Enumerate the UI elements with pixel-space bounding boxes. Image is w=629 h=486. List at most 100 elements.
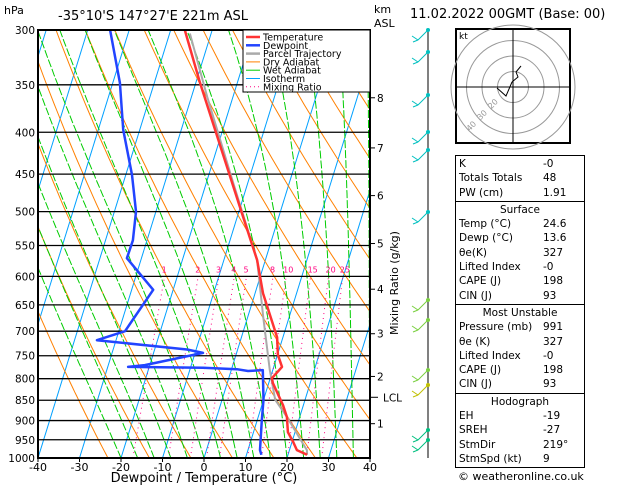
row-label: StmDir xyxy=(459,438,496,451)
table-row: Dewp (°C) 13.6 xyxy=(459,231,581,245)
mixing-ratio-line xyxy=(321,276,344,458)
pressure-tick-label: 350 xyxy=(15,80,35,92)
x-tick-label: -30 xyxy=(71,461,89,474)
x-tick-label: 10 xyxy=(239,461,253,474)
hodograph-trace xyxy=(496,65,522,97)
row-label: Dewp (°C) xyxy=(459,232,513,245)
wind-barb-icon xyxy=(411,149,429,163)
pressure-tick-label: 800 xyxy=(15,374,35,386)
row-value: 198 xyxy=(543,275,564,288)
isotherm-line xyxy=(286,188,370,458)
table-row: StmSpd (kt) 9 xyxy=(459,452,581,466)
legend-label: Parcel Trajectory xyxy=(263,49,342,60)
pressure-tick-label: 900 xyxy=(15,416,35,428)
mixing-ratio-label: 8 xyxy=(270,265,275,274)
row-label: K xyxy=(459,158,466,170)
pressure-tick-label: 550 xyxy=(15,240,35,252)
km-tick-label: 8 xyxy=(377,93,384,105)
km-tick-label: 6 xyxy=(377,191,384,203)
pressure-tick-label: 600 xyxy=(15,271,35,283)
legend-label: Temperature xyxy=(262,33,323,44)
dewpoint-line xyxy=(95,30,265,456)
row-value: -19 xyxy=(543,410,561,423)
legend-label: Wet Adiabat xyxy=(263,66,321,77)
table-row: CAPE (J) 198 xyxy=(459,274,581,288)
x-tick-label: -20 xyxy=(112,461,130,474)
row-value: 93 xyxy=(543,378,557,391)
mixing-ratio-label: 10 xyxy=(283,265,293,274)
dry-adiabat-line xyxy=(202,30,370,313)
row-label: Lifted Index xyxy=(459,261,521,274)
mixing-ratio-label: 4 xyxy=(231,265,236,274)
mixing-ratio-label: 2 xyxy=(195,265,200,274)
km-tick-label: 2 xyxy=(377,371,384,383)
row-label: StmSpd (kt) xyxy=(459,452,522,465)
pressure-tick-label: 700 xyxy=(15,326,35,338)
pressure-tick-label: 650 xyxy=(15,300,35,312)
table-row: Temp (°C) 24.6 xyxy=(459,217,581,231)
wind-barb-icon xyxy=(411,94,429,108)
row-label: Temp (°C) xyxy=(459,218,512,231)
row-label: EH xyxy=(459,410,474,423)
row-label: CIN (J) xyxy=(459,378,492,391)
row-value: 327 xyxy=(543,335,564,348)
hodograph-section: Hodograph EH -19 SREH -27 StmDir 219° StmSpd (k… xyxy=(455,393,585,469)
pressure-tick-label: 500 xyxy=(15,207,35,219)
row-value: 219° xyxy=(543,438,569,451)
mixing-ratio-label: 1 xyxy=(162,265,167,274)
row-label: Lifted Index xyxy=(459,349,521,362)
wind-barb-icon xyxy=(411,384,429,398)
wet-adiabat-line xyxy=(84,30,238,458)
wind-barb-icon xyxy=(411,439,429,453)
table-row: Lifted Index -0 xyxy=(459,260,581,274)
wind-barbs xyxy=(411,28,430,458)
copyright: © weatheronline.co.uk xyxy=(458,470,584,483)
row-value: 1.91 xyxy=(543,186,567,199)
most-unstable-section: Most Unstable Pressure (mb) 991 θe (K) 327 Li… xyxy=(455,304,585,394)
pressure-tick-label: 300 xyxy=(15,25,35,37)
indices-table: K -0 Totals Totals 48 PW (cm) 1.91 Surface Tem… xyxy=(455,155,585,469)
table-row: K -0 xyxy=(459,157,581,171)
row-label: SREH xyxy=(459,424,488,437)
row-label: PW (cm) xyxy=(459,186,504,199)
km-tick-label: 5 xyxy=(377,239,384,251)
table-row: Totals Totals 48 xyxy=(459,171,581,185)
row-value: -0 xyxy=(543,158,554,170)
row-value: 13.6 xyxy=(543,232,567,245)
surface-section: Surface Temp (°C) 24.6 Dewp (°C) 13.6 θe(K) 32… xyxy=(455,201,585,305)
km-tick-label: 3 xyxy=(377,329,384,341)
x-tick-label: 30 xyxy=(322,461,336,474)
most-unstable-title: Most Unstable xyxy=(482,306,558,319)
row-value: 93 xyxy=(543,289,557,302)
wind-barb-icon xyxy=(411,51,429,65)
mixing-ratio-line xyxy=(261,276,287,458)
wet-adiabat-line xyxy=(228,30,305,458)
x-tick-label: 0 xyxy=(201,461,208,474)
row-value: 327 xyxy=(543,246,564,259)
row-label: Pressure (mb) xyxy=(459,321,533,334)
table-row: CIN (J) 93 xyxy=(459,377,581,391)
wind-barb-icon xyxy=(411,319,429,333)
location-title: -35°10'S 147°27'E 221m ASL xyxy=(58,9,249,24)
wind-barb-icon xyxy=(411,29,429,43)
mixing-ratio-label: 20 xyxy=(326,265,336,274)
dry-adiabat-line xyxy=(261,30,370,210)
row-label: θe(K) xyxy=(459,246,487,259)
wind-barb-icon xyxy=(411,369,429,383)
table-row: CIN (J) 93 xyxy=(459,289,581,303)
x-tick-label: 40 xyxy=(363,461,377,474)
wind-barb-icon xyxy=(411,211,429,225)
mixing-ratio-line xyxy=(287,276,312,458)
km-tick-label: 1 xyxy=(377,419,384,431)
table-row: PW (cm) 1.91 xyxy=(459,186,581,200)
row-value: -0 xyxy=(543,349,554,362)
wet-adiabat-line xyxy=(38,84,188,458)
km-tick-label: 4 xyxy=(377,284,384,296)
row-label: θe (K) xyxy=(459,335,491,348)
temperature-line xyxy=(183,30,308,456)
wind-barb-icon xyxy=(411,299,429,313)
indices-section: K -0 Totals Totals 48 PW (cm) 1.91 xyxy=(455,155,585,202)
mixing-ratio-label: 5 xyxy=(243,265,248,274)
